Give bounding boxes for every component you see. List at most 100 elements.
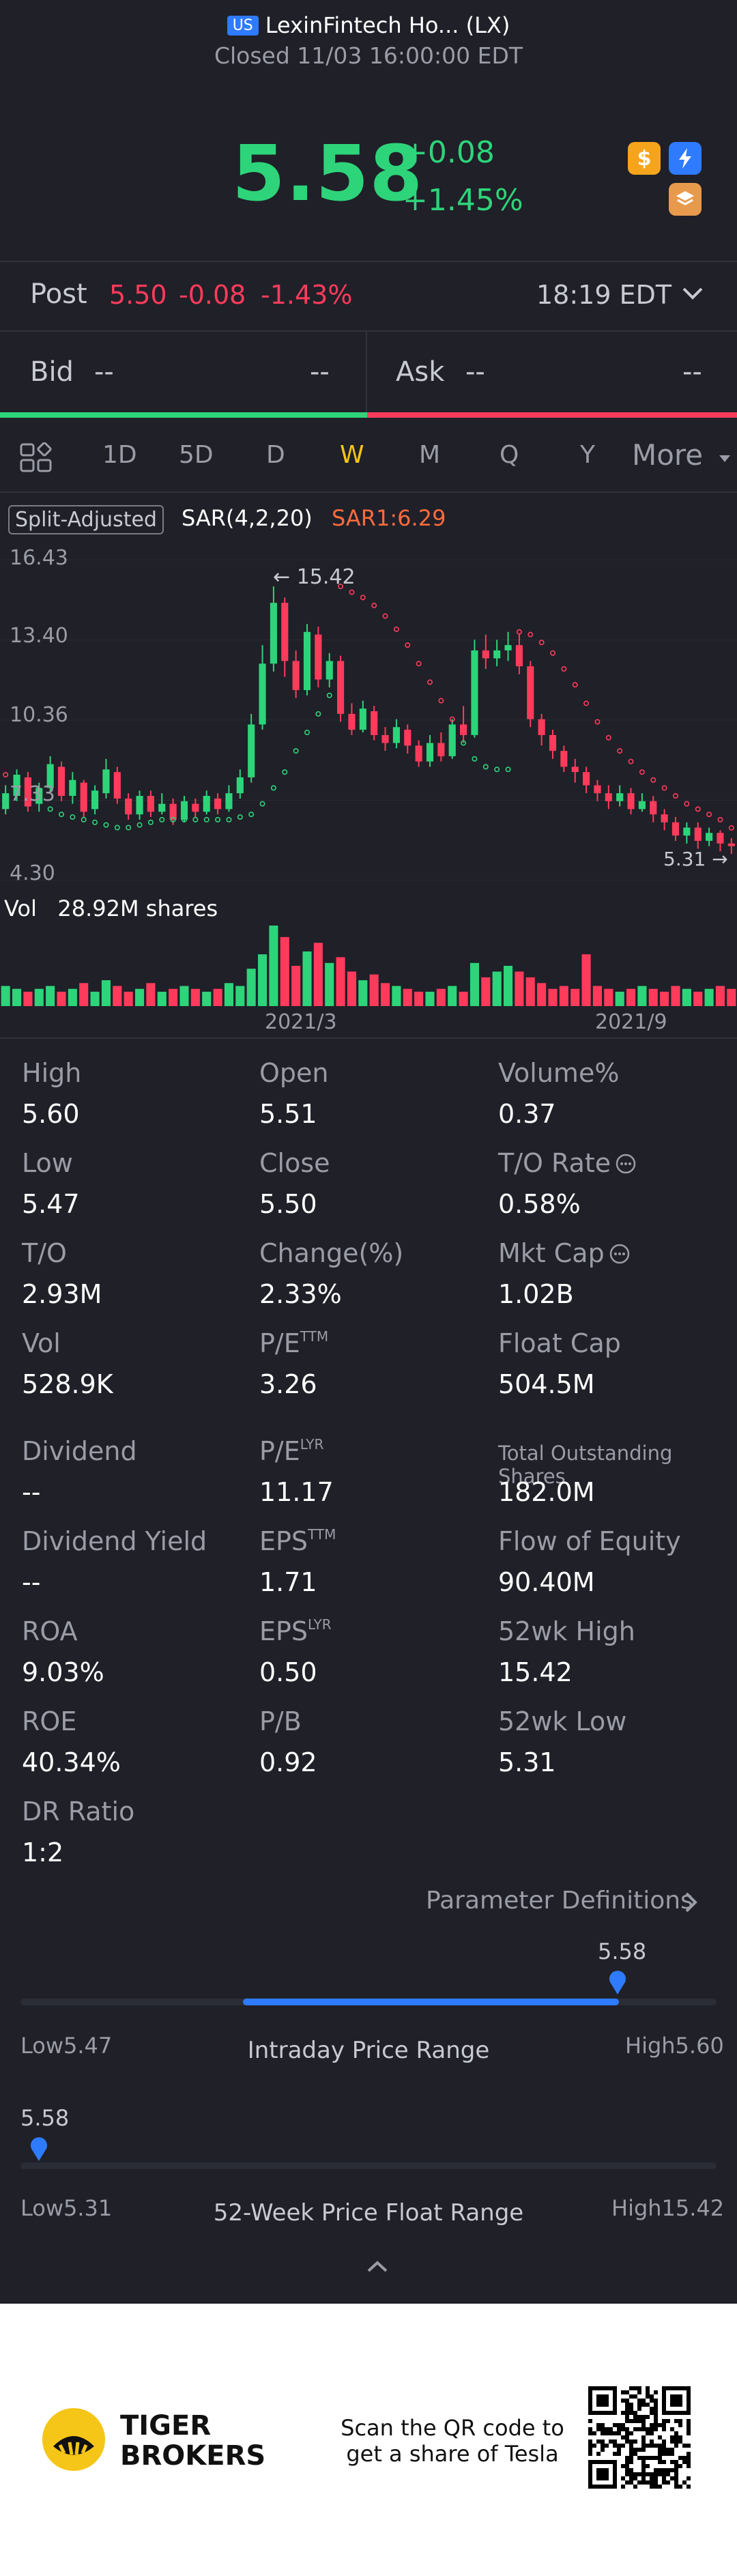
volume-chart[interactable] [0,921,737,1006]
candle-body [471,650,478,735]
qr-module [633,2439,637,2444]
qr-module [646,2464,650,2468]
volume-bar [660,991,669,1006]
stat-label-text: 52wk Low [498,1706,627,1736]
qr-module [662,2476,666,2480]
tiger-logo-icon [40,2405,108,2476]
sar-params[interactable]: SAR(4,2,20) [182,505,313,531]
price-chart[interactable] [0,546,737,894]
stat-label[interactable]: T/O Rate [498,1148,637,1178]
tab-y[interactable]: Y [580,441,595,469]
sar-point [36,795,42,801]
parameter-definitions-link[interactable]: Parameter Definitions [426,1887,693,1915]
chevron-down-icon[interactable] [681,285,704,304]
sar-point [528,631,534,638]
sar-value: SAR1:6.29 [332,505,446,531]
candle-body [303,631,311,691]
qr-module [633,2472,637,2476]
qr-module [658,2423,662,2427]
sar-point [583,700,590,706]
stat-label-text: EPS [259,1616,308,1646]
qr-module [609,2431,613,2435]
sar-point [561,666,567,672]
qr-module [625,2468,629,2472]
tab-w[interactable]: W [340,441,364,469]
volume-bar [313,943,323,1006]
dollar-icon[interactable]: $ [628,142,661,175]
volume-label-text: Vol [4,896,37,921]
volume-bar [671,986,680,1006]
qr-module [629,2460,633,2464]
qr-module [658,2460,662,2464]
chevron-right-icon[interactable] [684,1891,699,1917]
volume-bar [436,988,446,1006]
qr-code-icon[interactable] [588,2386,691,2489]
sar-point [215,816,221,822]
stat-label-text: EPS [259,1526,308,1556]
intraday-high-label: High [625,2033,676,2059]
more-info-icon[interactable] [611,1148,637,1178]
tab-5d[interactable]: 5D [179,441,214,469]
qr-module [621,2423,625,2427]
qr-module [625,2427,629,2431]
qr-module [621,2427,625,2431]
volume-bar [459,991,468,1006]
tab-q[interactable]: Q [500,441,519,469]
volume-bar [124,991,133,1006]
qr-module [650,2399,654,2403]
sar-point [338,584,344,590]
caret-down-icon[interactable] [718,453,732,466]
tab-more[interactable]: More [632,438,704,472]
tab-m[interactable]: M [419,441,441,469]
tab-1d[interactable]: 1D [102,441,137,469]
x-tick-label: 2021/9 [595,1010,667,1034]
map-pin-icon [607,1970,628,1999]
volume-bar [302,951,312,1006]
sar-point [248,812,255,818]
layout-grid-icon[interactable] [19,442,53,476]
qr-module [654,2415,658,2419]
qr-module [678,2419,682,2423]
candle-body [460,724,467,735]
layers-icon[interactable] [669,183,702,216]
stat-label-text: Close [259,1148,330,1178]
lightning-icon[interactable] [669,142,702,175]
candle-body [281,603,289,661]
candle-body [638,801,646,810]
candle-body [13,775,20,797]
stat-label: Flow of Equity [498,1526,681,1556]
volume-bar [291,966,301,1006]
stat-value: 40.34% [22,1747,121,1777]
stat-label[interactable]: Mkt Cap [498,1238,631,1268]
split-adjusted-toggle[interactable]: Split-Adjusted [8,505,164,534]
qr-module [646,2472,650,2476]
qr-module [641,2403,646,2407]
stat-value: 0.50 [259,1657,317,1687]
stat-value: 9.03% [22,1657,104,1687]
chevron-up-icon[interactable] [366,2259,389,2277]
volume-bar [626,988,636,1006]
qr-module [650,2427,654,2431]
volume-bar [570,988,580,1006]
candle-body [236,777,244,794]
qr-module [588,2439,592,2444]
qr-module [637,2415,641,2419]
volume-bar [135,988,145,1006]
qr-module [666,2452,670,2456]
qr-module [588,2448,592,2452]
qr-module [666,2468,670,2472]
sar-point [170,816,176,822]
qr-module [670,2448,674,2452]
candle-body [292,661,300,691]
post-time[interactable]: 18:19 EDT [536,280,672,310]
stat-label-superscript: LYR [308,1616,332,1633]
qr-module [650,2472,654,2476]
sar-point [360,595,366,601]
tab-d[interactable]: D [266,441,285,469]
qr-module [609,2439,613,2444]
sar-point [203,816,209,822]
more-info-icon[interactable] [605,1238,631,1268]
volume-bar [715,986,725,1006]
qr-module [654,2485,658,2489]
ask-strength-bar [367,412,737,418]
